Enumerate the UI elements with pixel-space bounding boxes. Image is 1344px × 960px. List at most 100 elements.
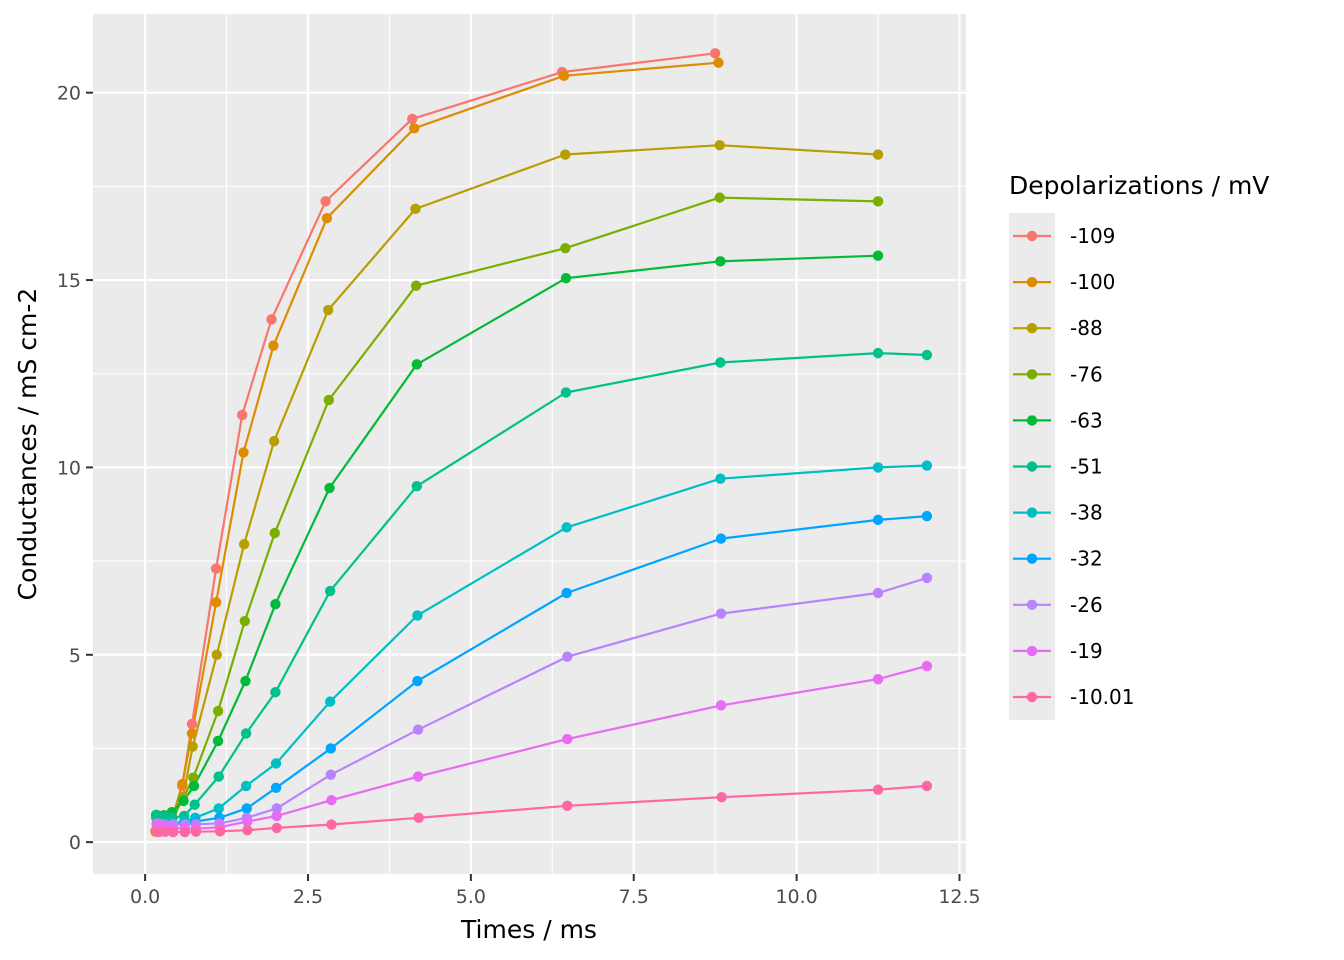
- data-point-s3-p12: [714, 192, 725, 203]
- data-point-s10-p14: [921, 780, 933, 792]
- data-point-s9-p8: [271, 810, 282, 822]
- data-point-s4-p6: [212, 735, 224, 747]
- x-tick-label-5: 12.5: [938, 886, 980, 908]
- data-point-s6-p13: [872, 462, 884, 473]
- data-point-s5-p13: [872, 347, 884, 359]
- legend-title: Depolarizations / mV: [1009, 171, 1269, 200]
- data-point-s0-p5: [186, 718, 198, 730]
- data-point-s3-p11: [560, 243, 571, 254]
- data-point-s5-p10: [411, 480, 422, 492]
- legend-label-10: -10.01: [1070, 685, 1134, 709]
- data-point-s2-p13: [872, 149, 884, 160]
- legend-label-5: -51: [1070, 455, 1103, 479]
- data-point-s10-p6: [214, 826, 226, 837]
- y-tick-label-0: 0: [69, 832, 81, 854]
- data-point-s1-p9: [321, 213, 333, 224]
- x-tick-label-2: 5.0: [456, 886, 486, 908]
- data-point-s10-p11: [562, 800, 573, 811]
- plot-panel: [93, 14, 966, 874]
- data-point-s4-p13: [872, 250, 884, 261]
- legend-label-6: -38: [1070, 501, 1103, 525]
- legend-key-point-6: [1026, 507, 1038, 518]
- legend-label-4: -63: [1070, 408, 1103, 432]
- data-point-s6-p8: [270, 758, 282, 769]
- data-point-s5-p11: [560, 387, 572, 398]
- legend-label-3: -76: [1070, 362, 1103, 386]
- data-point-s7-p10: [412, 675, 423, 687]
- data-point-s1-p11: [558, 70, 570, 82]
- x-axis: 0.0 2.5 5.0 7.5 10.0 12.5: [130, 874, 981, 908]
- data-point-s9-p14: [921, 660, 933, 672]
- data-point-s4-p11: [560, 272, 572, 284]
- data-point-s10-p7: [242, 824, 253, 836]
- legend-label-7: -32: [1070, 547, 1103, 571]
- data-point-s4-p8: [270, 598, 281, 610]
- legend: Depolarizations / mV -109 -100 -88 -76 -63 -5…: [1009, 171, 1269, 720]
- data-point-s3-p5: [188, 772, 199, 783]
- y-axis: 0 5 10 15 20: [57, 83, 93, 854]
- legend-label-1: -100: [1070, 270, 1115, 294]
- data-point-s7-p8: [270, 782, 282, 794]
- data-point-s3-p13: [872, 196, 884, 207]
- data-point-s0-p12: [709, 48, 721, 59]
- data-point-s6-p11: [561, 522, 572, 533]
- data-point-s2-p5: [187, 741, 198, 752]
- data-point-s8-p13: [872, 587, 884, 599]
- data-point-s2-p7: [238, 539, 250, 550]
- data-point-s8-p14: [921, 572, 933, 584]
- legend-key-point-1: [1026, 276, 1038, 288]
- data-point-s0-p8: [266, 314, 277, 325]
- data-point-s1-p8: [268, 340, 279, 351]
- legend-key-point-0: [1026, 230, 1038, 242]
- data-point-s4-p5: [188, 780, 200, 792]
- y-tick-label-2: 10: [57, 457, 81, 479]
- legend-label-8: -26: [1070, 593, 1103, 617]
- y-axis-title: Conductances / mS cm-2: [13, 288, 42, 601]
- data-point-s7-p7: [241, 803, 252, 814]
- x-tick-label-0: 0.0: [130, 886, 160, 908]
- data-point-s5-p9: [324, 585, 336, 597]
- data-point-s2-p12: [714, 139, 725, 151]
- legend-key-point-10: [1026, 691, 1038, 703]
- data-point-s2-p11: [560, 149, 571, 160]
- data-point-s5-p6: [213, 771, 224, 782]
- data-point-s8-p9: [325, 769, 336, 780]
- data-point-s5-p12: [715, 357, 726, 368]
- data-point-s6-p14: [921, 460, 933, 471]
- legend-key-point-5: [1026, 461, 1038, 472]
- data-point-s7-p13: [872, 514, 884, 526]
- data-point-s4-p10: [411, 359, 422, 370]
- data-point-s9-p9: [326, 794, 337, 806]
- data-point-s9-p13: [872, 673, 884, 685]
- grid-major: [93, 14, 966, 874]
- data-point-s1-p10: [408, 123, 420, 134]
- data-point-s5-p7: [240, 728, 252, 739]
- data-point-s10-p9: [326, 819, 337, 830]
- data-point-s3-p6: [212, 705, 224, 717]
- data-point-s5-p5: [189, 799, 200, 810]
- data-point-s5-p8: [270, 687, 281, 698]
- data-point-s9-p7: [242, 816, 253, 827]
- data-point-s9-p10: [412, 771, 424, 782]
- legend-label-0: -109: [1070, 224, 1115, 248]
- data-point-s9-p11: [562, 733, 573, 745]
- x-axis-title: Times / ms: [460, 915, 597, 944]
- data-point-s3-p7: [239, 615, 250, 627]
- data-point-s10-p12: [716, 791, 727, 803]
- data-point-s1-p4: [177, 778, 188, 790]
- data-point-s4-p12: [715, 256, 726, 267]
- x-tick-label-3: 7.5: [619, 886, 649, 908]
- data-point-s6-p10: [412, 610, 423, 621]
- data-point-s3-p9: [323, 394, 335, 406]
- data-point-s2-p8: [268, 435, 280, 447]
- data-point-s5-p2: [159, 810, 170, 822]
- legend-label-9: -19: [1070, 639, 1103, 663]
- legend-key-point-3: [1026, 369, 1038, 380]
- data-point-s6-p6: [213, 803, 224, 814]
- legend-key-point-2: [1026, 323, 1038, 334]
- data-point-s0-p10: [407, 113, 418, 125]
- data-point-s6-p9: [324, 696, 336, 707]
- data-point-s7-p12: [715, 533, 727, 544]
- data-point-s4-p4: [178, 795, 189, 807]
